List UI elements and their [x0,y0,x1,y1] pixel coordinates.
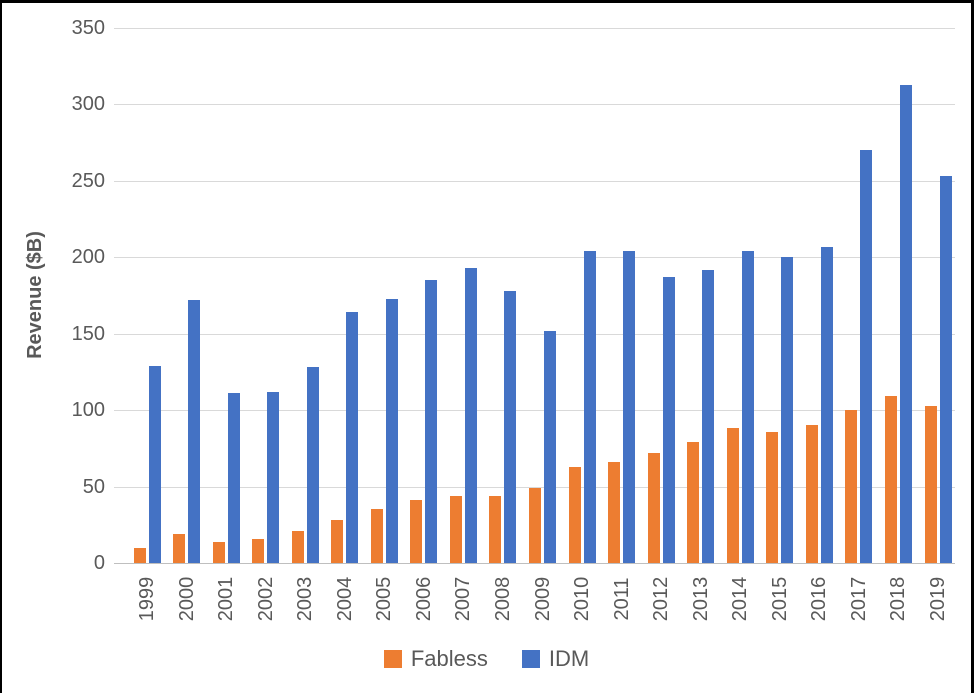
idm-bar-2006 [425,280,437,563]
y-tick-label-300: 300 [71,93,105,115]
fabless-bar-2019 [925,406,937,563]
x-tick-label-2010: 2010 [571,576,593,622]
x-tick-label-2009: 2009 [532,576,554,622]
fabless-bar-2014 [727,428,739,563]
idm-bar-2000 [188,300,200,563]
fabless-bar-1999 [134,548,146,563]
idm-bar-1999 [149,366,161,563]
gridline-200 [114,257,955,258]
idm-bar-2019 [940,176,952,563]
fabless-bar-2010 [569,467,581,563]
fabless-bar-2008 [489,496,501,563]
fabless-bar-2007 [450,496,462,563]
fabless-bar-2012 [648,453,660,563]
legend-label-idm: IDM [548,646,590,671]
x-tick-label-2018: 2018 [887,576,909,622]
fabless-bar-2000 [173,534,185,563]
x-tick-label-2006: 2006 [413,576,435,622]
x-axis-line [114,563,955,564]
x-tick-label-2000: 2000 [176,576,198,622]
x-tick-label-2005: 2005 [373,576,395,622]
x-tick-label-2001: 2001 [215,576,237,622]
fabless-bar-2013 [687,442,699,563]
idm-bar-2004 [346,312,358,563]
gridline-350 [114,28,955,29]
idm-bar-2013 [702,270,714,563]
x-tick-label-2017: 2017 [848,576,870,622]
x-tick-label-2007: 2007 [452,576,474,622]
fabless-bar-2005 [371,509,383,563]
idm-bar-2005 [386,299,398,563]
fabless-bar-2004 [331,520,343,563]
idm-bar-2012 [663,277,675,563]
y-tick-label-250: 250 [71,170,105,192]
x-tick-label-2002: 2002 [255,576,277,622]
gridline-150 [114,334,955,335]
x-tick-label-2011: 2011 [611,577,633,621]
legend-swatch-fabless [383,650,402,668]
legend-item-idm: IDM [521,646,590,671]
x-tick-label-2014: 2014 [729,576,751,622]
y-tick-label-100: 100 [71,399,105,421]
gridline-50 [114,487,955,488]
idm-bar-2009 [544,331,556,563]
x-tick-label-2012: 2012 [650,576,672,622]
y-axis-title: Revenue ($B) [24,231,46,359]
idm-bar-2011 [623,251,635,563]
fabless-bar-2018 [885,396,897,563]
fabless-bar-2009 [529,488,541,563]
idm-bar-2001 [228,393,240,563]
legend: Fabless IDM [2,647,971,671]
x-tick-label-2019: 2019 [927,576,949,622]
x-tick-label-2003: 2003 [294,576,316,622]
legend-swatch-idm [521,650,540,668]
x-tick-label-2015: 2015 [769,576,791,622]
fabless-bar-2015 [766,432,778,563]
y-tick-label-0: 0 [93,552,105,574]
x-tick-label-2013: 2013 [690,576,712,622]
idm-bar-2007 [465,268,477,563]
fabless-bar-2011 [608,462,620,563]
idm-bar-2014 [742,251,754,563]
x-tick-label-2004: 2004 [334,576,356,622]
fabless-bar-2003 [292,531,304,563]
y-tick-label-350: 350 [71,17,105,39]
y-tick-label-150: 150 [71,323,105,345]
legend-item-fabless: Fabless [383,646,488,671]
x-tick-label-2008: 2008 [492,576,514,622]
gridline-250 [114,181,955,182]
idm-bar-2002 [267,392,279,563]
idm-bar-2010 [584,251,596,563]
legend-label-fabless: Fabless [410,646,488,671]
gridline-300 [114,104,955,105]
y-tick-label-50: 50 [82,476,105,498]
fabless-bar-2017 [845,410,857,563]
fabless-bar-2002 [252,539,264,563]
idm-bar-2016 [821,247,833,563]
idm-bar-2008 [504,291,516,563]
gridline-100 [114,410,955,411]
idm-bar-2003 [307,367,319,563]
fabless-bar-2001 [213,542,225,563]
fabless-bar-2016 [806,425,818,563]
idm-bar-2018 [900,85,912,563]
y-tick-label-200: 200 [71,246,105,268]
idm-bar-2015 [781,257,793,563]
idm-bar-2017 [860,150,872,563]
x-tick-label-1999: 1999 [136,576,158,622]
fabless-bar-2006 [410,500,422,563]
x-tick-label-2016: 2016 [808,576,830,622]
